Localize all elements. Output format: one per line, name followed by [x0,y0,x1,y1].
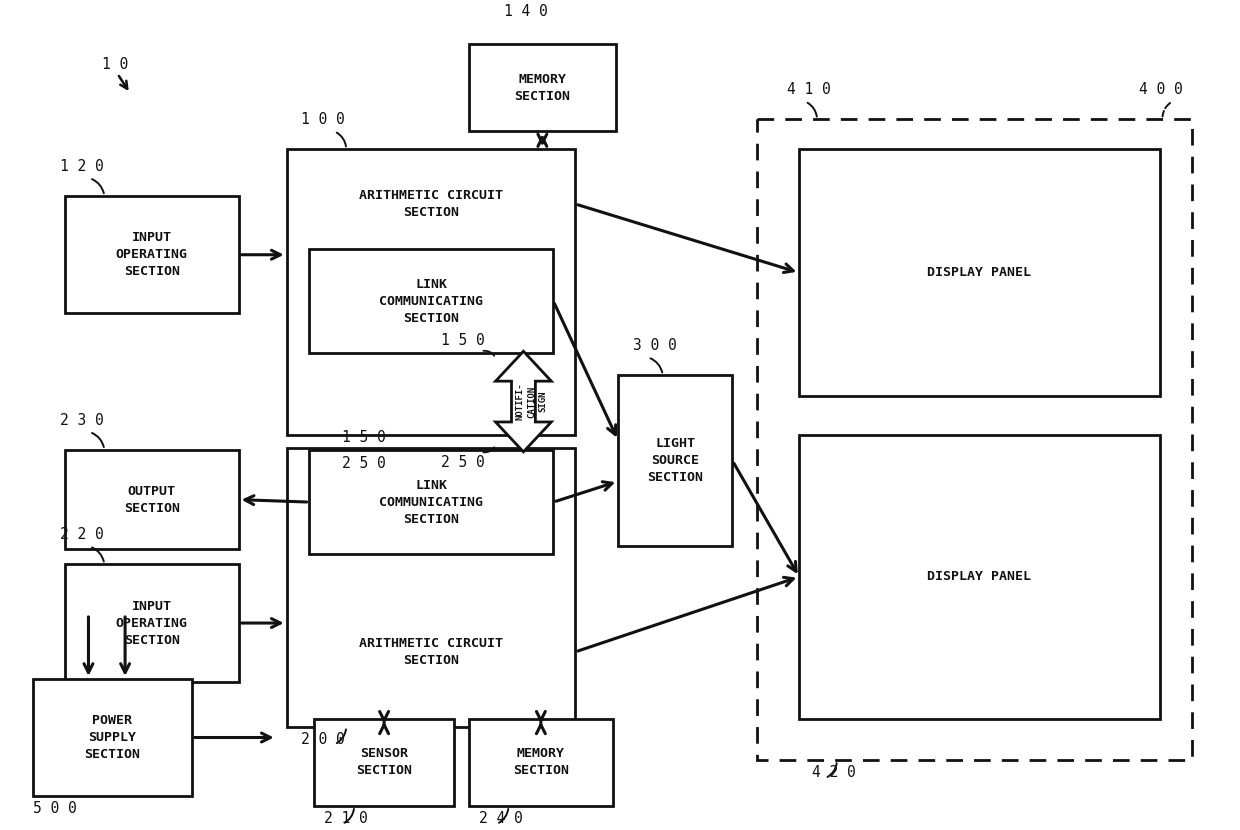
Bar [315,719,454,806]
Text: 5 0 0: 5 0 0 [32,801,77,816]
Text: LINK
COMMUNICATING
SECTION: LINK COMMUNICATING SECTION [379,479,484,525]
Bar [758,120,1193,760]
Text: 2 3 0: 2 3 0 [60,413,103,428]
Text: 1 5 0: 1 5 0 [342,430,386,445]
Bar [799,149,1159,396]
Text: ARITHMETIC CIRCUIT
SECTION: ARITHMETIC CIRCUIT SECTION [358,189,503,219]
Text: 4 2 0: 4 2 0 [812,765,856,780]
Bar [64,196,239,314]
Text: 1 0 0: 1 0 0 [301,112,345,127]
Bar [618,375,733,546]
Bar [286,448,575,726]
Text: 2 2 0: 2 2 0 [60,527,103,543]
Text: 1 5 0: 1 5 0 [441,334,485,349]
Text: 2 5 0: 2 5 0 [441,455,485,470]
Text: MEMORY
SECTION: MEMORY SECTION [513,747,569,778]
Text: SENSOR
SECTION: SENSOR SECTION [356,747,412,778]
Text: 1 0: 1 0 [103,56,129,71]
Text: OUTPUT
SECTION: OUTPUT SECTION [124,485,180,515]
Text: 2 5 0: 2 5 0 [342,456,386,471]
Bar [64,450,239,549]
Text: 1 4 0: 1 4 0 [503,4,547,19]
Text: INPUT
OPERATING
SECTION: INPUT OPERATING SECTION [115,232,187,278]
Text: DISPLAY PANEL: DISPLAY PANEL [928,570,1032,583]
Text: 3 0 0: 3 0 0 [632,339,677,354]
Text: LIGHT
SOURCE
SECTION: LIGHT SOURCE SECTION [647,437,703,484]
Text: 4 0 0: 4 0 0 [1138,82,1183,97]
Text: DISPLAY PANEL: DISPLAY PANEL [928,266,1032,279]
Text: ARITHMETIC CIRCUIT
SECTION: ARITHMETIC CIRCUIT SECTION [358,637,503,666]
Bar [286,149,575,435]
Text: 1 2 0: 1 2 0 [60,159,103,174]
Text: POWER
SUPPLY
SECTION: POWER SUPPLY SECTION [84,714,140,761]
Text: 2 0 0: 2 0 0 [301,731,345,746]
Text: LINK
COMMUNICATING
SECTION: LINK COMMUNICATING SECTION [379,277,484,325]
Bar [469,44,616,131]
Bar [32,679,192,796]
Text: 2 1 0: 2 1 0 [325,811,368,826]
Bar [310,450,553,554]
Bar [469,719,613,806]
Text: 2 4 0: 2 4 0 [479,811,522,826]
Text: INPUT
OPERATING
SECTION: INPUT OPERATING SECTION [115,599,187,647]
Text: MEMORY
SECTION: MEMORY SECTION [515,72,570,103]
Bar [64,564,239,681]
Bar [310,249,553,354]
Bar [799,435,1159,719]
Text: NOTIFI-
CATION
SIGN: NOTIFI- CATION SIGN [515,383,548,420]
Polygon shape [496,351,552,452]
Text: 4 1 0: 4 1 0 [787,82,831,97]
